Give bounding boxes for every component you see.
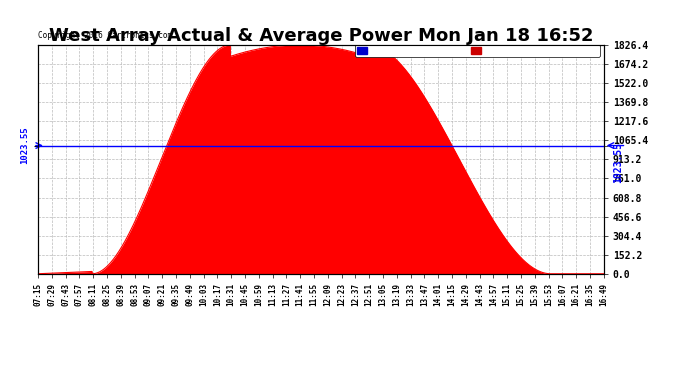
Legend: Average  (DC Watts), West Array  (DC Watts): Average (DC Watts), West Array (DC Watts… [355,45,600,57]
Title: West Array Actual & Average Power Mon Jan 18 16:52: West Array Actual & Average Power Mon Ja… [48,27,593,45]
Text: Copyright 2016 Cartronics.com: Copyright 2016 Cartronics.com [38,32,172,40]
